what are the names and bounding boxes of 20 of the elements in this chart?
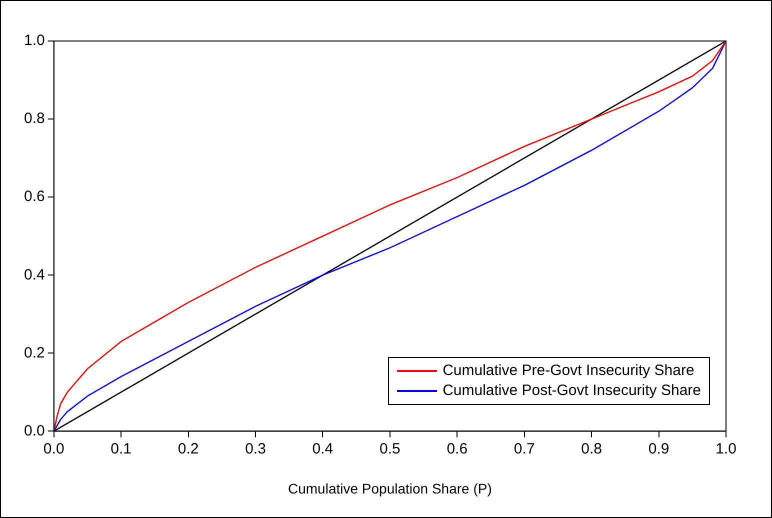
- x-tick-label: 0.6: [446, 440, 468, 458]
- x-tick-label: 0.9: [648, 440, 670, 458]
- x-tick-label: 0.1: [110, 440, 132, 458]
- y-tick-label: 0.2: [24, 344, 45, 362]
- x-axis-title: Cumulative Population Share (P): [288, 480, 492, 496]
- x-tick-label: 0.8: [581, 440, 602, 458]
- y-tick-label: 0.4: [24, 266, 45, 284]
- legend-label: Cumulative Pre-Govt Insecurity Share: [442, 361, 694, 382]
- y-tick-label: 0.0: [24, 422, 45, 440]
- x-tick-label: 1.0: [716, 440, 736, 458]
- x-tick-label: 0.2: [178, 440, 199, 458]
- x-tick-label: 0.5: [379, 440, 400, 458]
- y-tick-label: 0.6: [24, 188, 45, 206]
- x-tick-label: 0.7: [514, 440, 535, 458]
- legend-label: Cumulative Post-Govt Insecurity Share: [442, 381, 701, 402]
- x-tick-label: 0.0: [43, 440, 64, 458]
- y-tick-label: 0.8: [24, 110, 45, 128]
- x-tick-label: 0.3: [245, 440, 266, 458]
- y-tick-label: 1.0: [24, 32, 45, 50]
- x-tick-label: 0.4: [312, 440, 334, 458]
